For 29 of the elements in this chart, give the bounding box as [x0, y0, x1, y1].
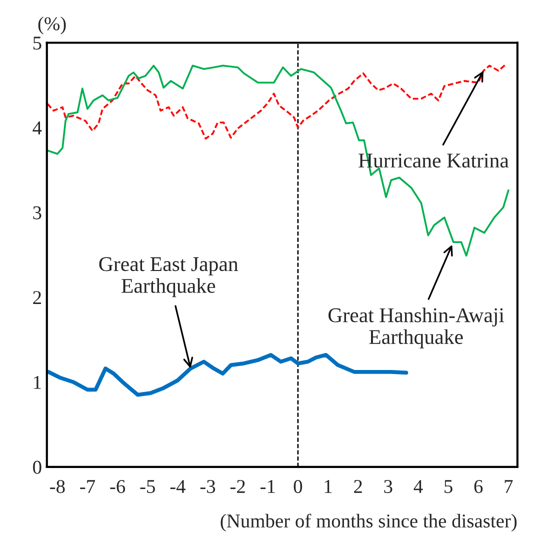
x-tick-label: -3	[200, 480, 216, 494]
line-series	[46, 63, 508, 140]
x-tick-label: -7	[80, 480, 96, 493]
y-axis-title: (%)	[38, 16, 66, 34]
y-tick-label: 0	[33, 460, 42, 474]
x-tick-label: 1	[324, 480, 332, 493]
x-axis-title: (Number of months since the disaster)	[220, 514, 517, 532]
y-tick-label: 3	[33, 206, 42, 220]
x-tick-label: 4	[414, 480, 423, 493]
annotation: Great East Japan Earthquake	[99, 257, 238, 298]
x-tick-label: 5	[444, 480, 452, 494]
line-series	[46, 352, 408, 397]
x-tick-label: 3	[384, 480, 392, 494]
x-tick-label: -5	[140, 480, 155, 494]
x-tick-label: -1	[260, 480, 275, 493]
y-tick-label: 5	[33, 36, 42, 50]
line-series	[46, 64, 510, 257]
annotation: Great Hanshin-Awaji Earthquake	[328, 308, 504, 348]
x-tick-label: -6	[110, 480, 126, 494]
y-tick-label: 1	[34, 376, 41, 389]
x-tick-label: -4	[170, 480, 186, 493]
y-tick-label: 4	[32, 122, 42, 134]
x-tick-label: -2	[230, 480, 245, 493]
x-tick-label: 6	[474, 480, 483, 494]
x-tick-label: 0	[294, 480, 302, 494]
x-tick-label: -8	[50, 480, 65, 494]
x-tick-label: 7	[504, 480, 513, 493]
y-tick-label: 2	[33, 291, 41, 304]
x-tick-label: 2	[354, 480, 362, 493]
